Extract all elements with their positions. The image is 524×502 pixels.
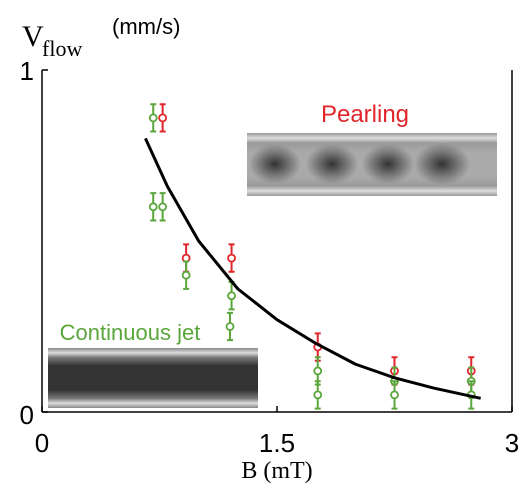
x-tick-label: 3 <box>505 428 519 458</box>
point <box>158 113 168 123</box>
fit-curve <box>144 137 481 400</box>
x-tick-label: 0 <box>35 428 49 458</box>
point <box>313 390 323 400</box>
x-tick-label: 1.5 <box>259 428 295 458</box>
y-label: V <box>22 20 44 53</box>
x-label: B (mT) <box>241 458 312 484</box>
jet-inset <box>48 348 258 408</box>
point <box>313 366 323 376</box>
y-label-subscript: flow <box>42 36 82 61</box>
pearling-inset <box>247 133 497 196</box>
y-tick-label: 1 <box>20 56 34 86</box>
y-label-unit: (mm/s) <box>112 14 180 39</box>
jet-annotation: Continuous jet <box>60 320 201 345</box>
point <box>390 390 399 400</box>
y-tick-label: 0 <box>20 400 34 430</box>
point <box>148 202 158 212</box>
pearling-annotation: Pearling <box>321 101 409 128</box>
point <box>148 113 158 123</box>
point <box>181 270 191 280</box>
point <box>227 253 236 263</box>
point <box>227 291 236 301</box>
point <box>225 322 235 331</box>
point <box>158 202 168 212</box>
